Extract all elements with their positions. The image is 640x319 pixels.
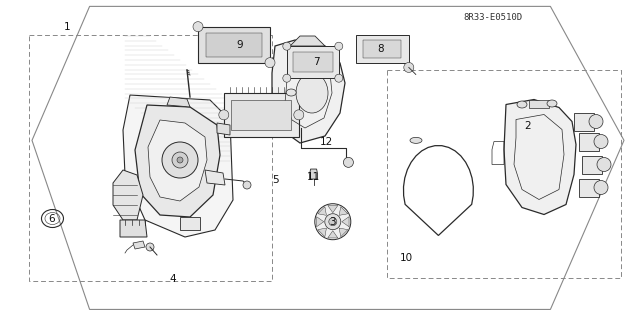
Polygon shape [363, 41, 401, 58]
Polygon shape [287, 46, 339, 78]
Text: 8: 8 [378, 44, 384, 55]
Circle shape [177, 157, 183, 163]
Bar [387, 70, 621, 278]
Circle shape [589, 115, 603, 129]
Circle shape [146, 243, 154, 251]
Text: 7: 7 [314, 57, 320, 67]
Polygon shape [579, 132, 599, 151]
Ellipse shape [286, 89, 296, 96]
Circle shape [315, 204, 351, 240]
Polygon shape [579, 179, 599, 197]
Polygon shape [217, 123, 230, 135]
Circle shape [329, 218, 337, 226]
Polygon shape [356, 35, 409, 63]
Polygon shape [148, 120, 207, 201]
Circle shape [594, 135, 608, 149]
Polygon shape [318, 207, 326, 215]
Polygon shape [224, 93, 299, 137]
Polygon shape [180, 217, 200, 230]
Polygon shape [123, 95, 233, 237]
Polygon shape [272, 40, 345, 143]
Circle shape [283, 74, 291, 82]
Polygon shape [293, 52, 333, 72]
Polygon shape [574, 113, 594, 130]
Polygon shape [582, 155, 602, 174]
Circle shape [594, 181, 608, 195]
Circle shape [325, 214, 341, 230]
Text: 4: 4 [170, 274, 176, 284]
Circle shape [243, 181, 251, 189]
Ellipse shape [410, 137, 422, 143]
Polygon shape [504, 100, 576, 214]
Circle shape [162, 142, 198, 178]
Circle shape [283, 42, 291, 50]
Circle shape [404, 63, 414, 72]
Circle shape [294, 110, 304, 120]
Polygon shape [167, 97, 190, 107]
Polygon shape [318, 228, 326, 237]
Ellipse shape [517, 101, 527, 108]
Polygon shape [529, 100, 549, 108]
Text: 11: 11 [307, 172, 320, 182]
Polygon shape [120, 220, 147, 237]
Text: 5: 5 [272, 175, 278, 185]
Circle shape [335, 74, 343, 82]
Circle shape [193, 22, 203, 32]
Circle shape [597, 158, 611, 172]
Text: 12: 12 [320, 137, 333, 147]
Text: 3: 3 [330, 217, 336, 227]
Polygon shape [206, 33, 262, 57]
Text: 1: 1 [64, 22, 70, 32]
Text: 2: 2 [525, 121, 531, 131]
Circle shape [344, 157, 353, 167]
Polygon shape [135, 105, 220, 217]
Text: 8R33-E0510D: 8R33-E0510D [463, 13, 522, 22]
Ellipse shape [547, 100, 557, 107]
Polygon shape [339, 228, 348, 237]
Polygon shape [328, 205, 338, 213]
Polygon shape [231, 100, 291, 130]
Polygon shape [133, 241, 145, 249]
Polygon shape [342, 217, 349, 227]
Bar [29, 35, 272, 281]
Text: 9: 9 [237, 40, 243, 50]
Circle shape [172, 152, 188, 168]
Circle shape [335, 42, 343, 50]
Polygon shape [317, 217, 324, 227]
Polygon shape [339, 207, 348, 215]
Circle shape [219, 110, 229, 120]
Polygon shape [310, 169, 317, 179]
Circle shape [265, 58, 275, 68]
Polygon shape [198, 27, 270, 63]
Polygon shape [328, 231, 338, 238]
Text: 10: 10 [400, 253, 413, 263]
Ellipse shape [296, 73, 328, 113]
Text: 6: 6 [48, 213, 54, 224]
Polygon shape [113, 170, 143, 220]
Polygon shape [290, 36, 325, 46]
Polygon shape [205, 170, 225, 185]
